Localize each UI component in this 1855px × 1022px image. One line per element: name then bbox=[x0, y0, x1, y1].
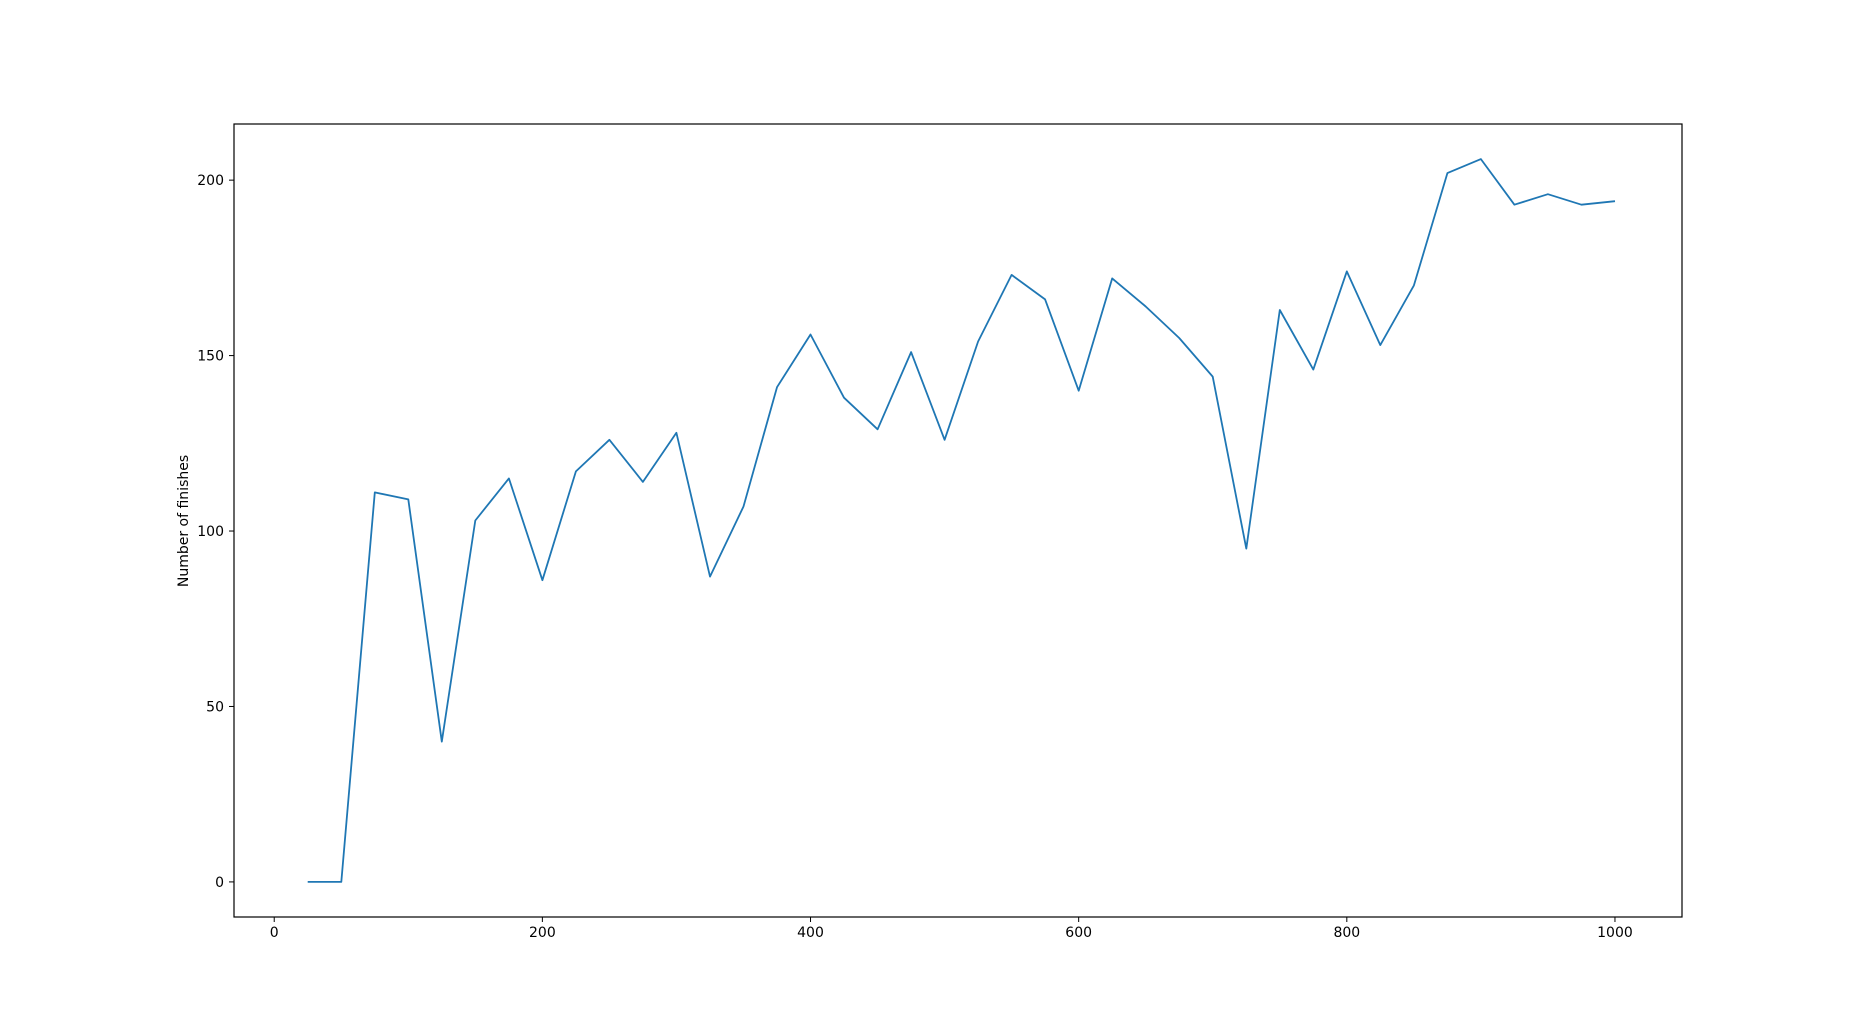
y-tick-label: 50 bbox=[206, 699, 224, 715]
y-tick-label: 0 bbox=[215, 875, 224, 891]
x-tick-label: 1000 bbox=[1597, 925, 1633, 941]
y-tick-label: 150 bbox=[197, 349, 224, 365]
plot-frame bbox=[233, 123, 1683, 918]
y-tick-label: 200 bbox=[197, 173, 224, 189]
y-axis: 0 50 100 150 200 bbox=[197, 173, 234, 891]
x-tick-label: 600 bbox=[1065, 925, 1092, 941]
y-axis-label: Number of finishes bbox=[176, 455, 192, 587]
y-tick-label: 100 bbox=[197, 524, 224, 540]
series-layer bbox=[307, 158, 1616, 883]
x-tick-label: 0 bbox=[270, 925, 279, 941]
x-axis: 0 200 400 600 800 1000 bbox=[270, 917, 1633, 941]
x-tick-label: 200 bbox=[529, 925, 556, 941]
series-line bbox=[307, 158, 1616, 883]
x-tick-label: 800 bbox=[1333, 925, 1360, 941]
x-tick-label: 400 bbox=[797, 925, 824, 941]
